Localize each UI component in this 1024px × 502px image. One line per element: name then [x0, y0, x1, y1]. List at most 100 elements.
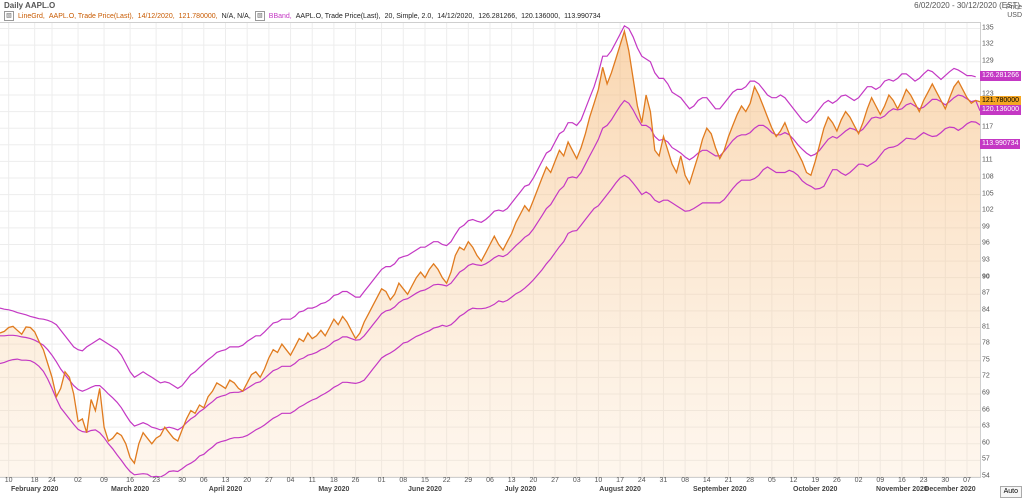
chart-title-right: 6/02/2020 - 30/12/2020 (EST) — [914, 1, 1020, 10]
x-tick-label: 08 — [399, 477, 407, 484]
x-tick-label: 18 — [31, 477, 39, 484]
x-month-label: February 2020 — [11, 486, 58, 493]
x-tick-label: 24 — [638, 477, 646, 484]
y-tick-label: 63 — [982, 423, 990, 430]
y-tick-label: 54 — [982, 473, 990, 480]
legend-series2-upper: 126.281266, — [478, 13, 517, 20]
legend-series2-params: 20, Simple, 2.0, — [385, 13, 434, 20]
legend-series2-lower: 113.990734 — [564, 13, 600, 20]
y-tick-label: 105 — [982, 190, 994, 197]
value-badge: 120.136000 — [980, 105, 1021, 115]
legend-series1-desc: AAPL.O, Trade Price(Last), — [49, 13, 134, 20]
x-tick-label: 04 — [287, 477, 295, 484]
auto-scale-button[interactable]: Auto — [1000, 486, 1022, 498]
legend-series1-date: 14/12/2020, — [138, 13, 175, 20]
x-tick-label: 30 — [178, 477, 186, 484]
y-tick-label: 93 — [982, 257, 990, 264]
y-tick-label: 57 — [982, 456, 990, 463]
y-tick-label: 78 — [982, 340, 990, 347]
y-tick-label: 129 — [982, 57, 994, 64]
y-tick-label: 69 — [982, 389, 990, 396]
plot-area[interactable] — [0, 22, 981, 478]
y-tick-label: 72 — [982, 373, 990, 380]
legend-series2-mid: 120.136000, — [521, 13, 560, 20]
x-month-label: September 2020 — [693, 486, 747, 493]
x-tick-label: 17 — [616, 477, 624, 484]
x-month-label: August 2020 — [599, 486, 641, 493]
y-tick-label: 60 — [982, 439, 990, 446]
x-tick-label: 13 — [222, 477, 230, 484]
x-tick-label: 10 — [5, 477, 13, 484]
legend: ▧ LineGrd, AAPL.O, Trade Price(Last), 14… — [4, 11, 601, 21]
legend-series2-date: 14/12/2020, — [437, 13, 474, 20]
x-tick-label: 05 — [768, 477, 776, 484]
y-tick-label: 111 — [982, 157, 993, 164]
x-tick-label: 03 — [573, 477, 581, 484]
x-tick-label: 07 — [963, 477, 971, 484]
title-bar: Daily AAPL.O 6/02/2020 - 30/12/2020 (EST… — [0, 0, 1024, 10]
x-tick-label: 23 — [920, 477, 928, 484]
x-month-label: July 2020 — [505, 486, 537, 493]
y-tick-label: 75 — [982, 356, 990, 363]
x-tick-label: 16 — [126, 477, 134, 484]
x-month-label: December 2020 — [924, 486, 975, 493]
x-tick-label: 29 — [464, 477, 472, 484]
x-tick-label: 09 — [100, 477, 108, 484]
y-tick-label: 135 — [982, 24, 994, 31]
y-tick-label: 90 — [982, 273, 990, 280]
x-tick-label: 20 — [529, 477, 537, 484]
x-tick-label: 06 — [486, 477, 494, 484]
x-tick-label: 23 — [152, 477, 160, 484]
x-month-label: May 2020 — [318, 486, 349, 493]
y-tick-label: 84 — [982, 306, 990, 313]
y-axis: PriceUSD 5457606366697275788184879093969… — [980, 22, 1024, 476]
x-tick-label: 21 — [725, 477, 733, 484]
x-tick-label: 02 — [74, 477, 82, 484]
legend-toggle-2-icon[interactable]: ▧ — [255, 11, 265, 21]
x-tick-label: 13 — [508, 477, 516, 484]
legend-series1-value: 121.780000, — [179, 13, 218, 20]
y-tick-label: 102 — [982, 207, 994, 214]
x-tick-label: 19 — [811, 477, 819, 484]
x-tick-label: 28 — [746, 477, 754, 484]
legend-series1-na: N/A, N/A, — [222, 13, 251, 20]
x-month-label: November 2020 — [876, 486, 928, 493]
value-badge: 126.281266 — [980, 71, 1021, 81]
x-tick-label: 15 — [421, 477, 429, 484]
x-month-label: March 2020 — [111, 486, 149, 493]
x-tick-label: 30 — [941, 477, 949, 484]
x-tick-label: 11 — [309, 477, 316, 484]
chart-container: Daily AAPL.O 6/02/2020 - 30/12/2020 (EST… — [0, 0, 1024, 502]
legend-series1-prefix: LineGrd, — [18, 13, 45, 20]
chart-title-left: Daily AAPL.O — [4, 1, 55, 10]
x-tick-label: 27 — [551, 477, 559, 484]
y-tick-label: 117 — [982, 124, 993, 131]
x-tick-label: 06 — [200, 477, 208, 484]
x-tick-label: 09 — [876, 477, 884, 484]
x-tick-label: 27 — [265, 477, 273, 484]
legend-series2-prefix: BBand, — [269, 13, 292, 20]
x-tick-label: 16 — [898, 477, 906, 484]
x-month-label: April 2020 — [209, 486, 242, 493]
x-month-label: October 2020 — [793, 486, 837, 493]
x-tick-label: 24 — [48, 477, 56, 484]
y-tick-label: 108 — [982, 174, 994, 181]
x-tick-label: 26 — [833, 477, 841, 484]
x-tick-label: 31 — [660, 477, 668, 484]
x-month-label: June 2020 — [408, 486, 442, 493]
x-tick-label: 26 — [352, 477, 360, 484]
x-tick-label: 14 — [703, 477, 711, 484]
y-tick-label: 132 — [982, 41, 994, 48]
x-tick-label: 18 — [330, 477, 338, 484]
y-tick-label: 96 — [982, 240, 990, 247]
x-tick-label: 02 — [855, 477, 863, 484]
y-tick-label: 87 — [982, 290, 990, 297]
x-tick-label: 22 — [443, 477, 451, 484]
x-tick-label: 08 — [681, 477, 689, 484]
y-axis-title: PriceUSD — [1006, 4, 1022, 20]
x-tick-label: 12 — [790, 477, 798, 484]
x-axis: 1018240209162330061320270411182601081522… — [0, 476, 980, 502]
legend-series2-desc: AAPL.O, Trade Price(Last), — [296, 13, 381, 20]
y-tick-label: 66 — [982, 406, 990, 413]
legend-toggle-1-icon[interactable]: ▧ — [4, 11, 14, 21]
